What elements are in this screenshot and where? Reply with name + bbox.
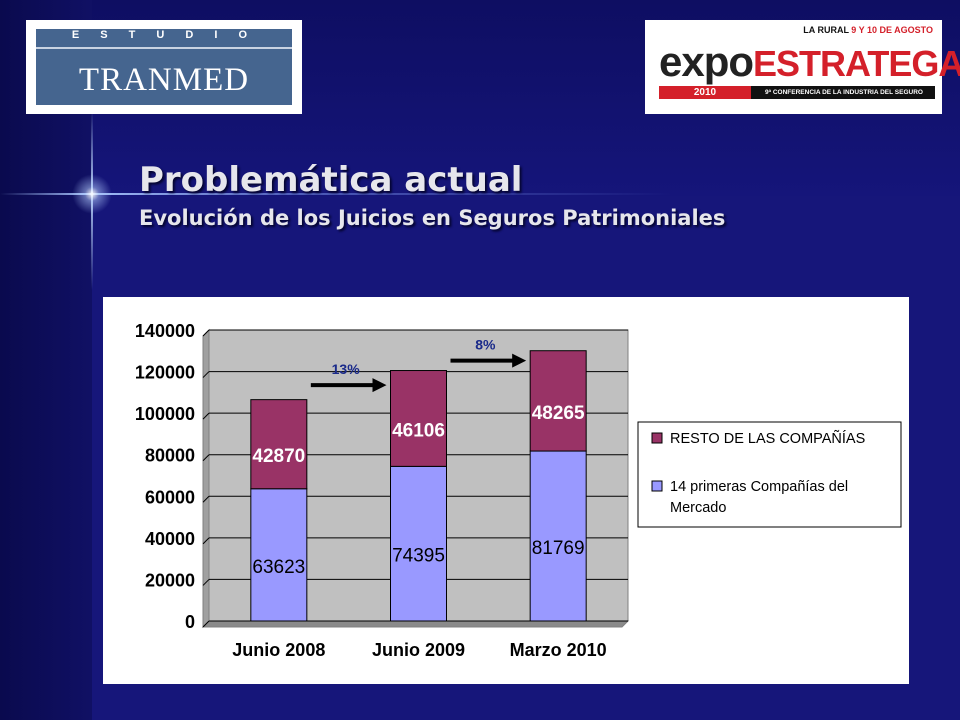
expo-logo-conference: 9ª CONFERENCIA DE LA INDUSTRIA DEL SEGUR…: [765, 89, 923, 96]
bar-segment: [250, 488, 308, 622]
gridline-side: [202, 371, 210, 378]
growth-arrow-head: [512, 353, 527, 368]
expo-logo-dates: 9 Y 10 DE AGOSTO: [851, 25, 933, 35]
bar-segment: [529, 450, 587, 622]
bar-data-label: 74395: [392, 546, 445, 567]
growth-arrow-head: [372, 378, 387, 393]
stacked-bar-chart: 0 20000 40000 60000 80000 100000 120000 140000 6…: [135, 321, 902, 660]
light-flare-center: [72, 174, 112, 214]
gridline-side: [202, 454, 210, 462]
x-category-label: Marzo 2010: [510, 640, 607, 660]
tranmed-logo: E S T U D I O TRANMED: [26, 20, 302, 114]
expo-logo-wordmark: expoESTRATEGAS: [659, 38, 960, 88]
legend-box: [637, 421, 902, 528]
expo-logo-year: 2010: [659, 86, 751, 99]
expo-logo-date: LA RURAL 9 Y 10 DE AGOSTO: [645, 25, 933, 35]
tranmed-logo-estudio: E S T U D I O: [71, 29, 257, 41]
bar-segment: [390, 465, 447, 622]
chart-panel: 0 20000 40000 60000 80000 100000 120000 140000 6…: [103, 297, 909, 684]
bar-segment: [250, 399, 308, 490]
background-left-band: [0, 0, 92, 720]
gridline-side: [202, 537, 210, 545]
bar-data-label: 42870: [252, 446, 305, 467]
slide-title: Problemática actual: [139, 160, 523, 200]
gridline-side: [202, 579, 210, 586]
tranmed-logo-panel: [36, 29, 292, 105]
expo-logo-word-estrategas: ESTRATEGAS: [753, 43, 960, 84]
legend-swatch: [651, 432, 663, 444]
growth-percentage-label: 13%: [332, 361, 361, 377]
bar-segment: [390, 370, 447, 467]
x-category-label: Junio 2009: [372, 640, 465, 660]
bar-segment: [529, 350, 587, 452]
y-tick-label: 20000: [145, 570, 195, 590]
y-tick-label: 80000: [145, 446, 195, 466]
growth-percentage-label: 8%: [475, 337, 496, 353]
slide-subtitle: Evolución de los Juicios en Seguros Patr…: [139, 206, 726, 230]
bar-data-label: 81769: [532, 538, 585, 559]
y-tick-label: 40000: [145, 529, 195, 549]
expoestrategas-logo: LA RURAL 9 Y 10 DE AGOSTO expoESTRATEGAS…: [645, 20, 960, 114]
gridline-side: [202, 329, 210, 337]
gridline-side: [202, 620, 210, 628]
y-tick-label: 140000: [135, 321, 195, 341]
bar-data-label: 48265: [532, 403, 585, 424]
legend-label: RESTO DE LAS COMPAÑÍAS: [670, 430, 865, 447]
tranmed-logo-stripe: [36, 47, 292, 49]
legend-swatch: [651, 480, 663, 492]
y-tick-label: 100000: [135, 404, 195, 424]
bar-data-label: 46106: [392, 420, 445, 441]
x-category-label: Junio 2008: [232, 640, 325, 660]
plot-floor: [201, 620, 630, 628]
tranmed-logo-name: TRANMED: [78, 62, 250, 98]
bar-data-label: 63623: [252, 557, 305, 578]
y-tick-label: 60000: [145, 487, 195, 507]
y-tick-label: 0: [185, 612, 195, 632]
expo-logo-word-expo: expo: [659, 38, 754, 85]
gridline-side: [202, 495, 210, 503]
gridline-side: [202, 412, 210, 420]
light-flare-horizontal: [0, 193, 960, 195]
legend-label-continued: Mercado: [670, 500, 726, 516]
y-tick-label: 120000: [135, 363, 195, 383]
expo-logo-venue: LA RURAL: [803, 25, 852, 35]
legend-label: 14 primeras Compañías del: [670, 479, 848, 495]
